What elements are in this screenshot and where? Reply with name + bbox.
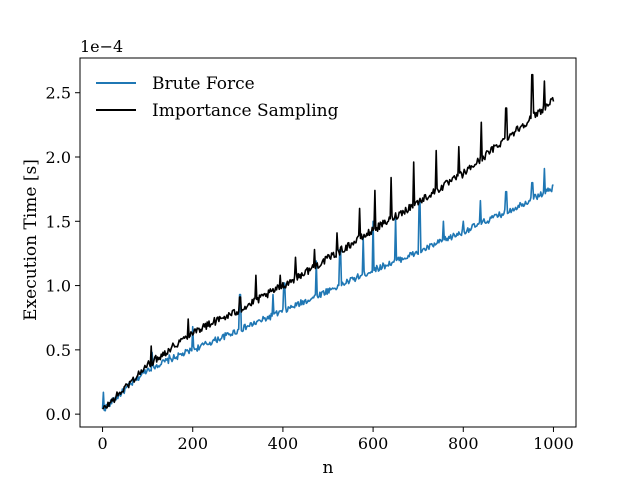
y-tick-label: 1.0 [46, 277, 71, 296]
y-offset-label: 1e−4 [80, 37, 123, 56]
plot-frame [79, 57, 577, 428]
series-line-brute-force [101, 167, 554, 412]
plot-lines [101, 73, 555, 412]
x-tick-label: 800 [448, 434, 479, 453]
legend-label: Brute Force [152, 74, 255, 94]
y-tick-label: 0.0 [46, 405, 71, 424]
x-tick-label: 400 [268, 434, 299, 453]
y-tick-label: 1.5 [46, 212, 71, 231]
y-tick-label: 2.5 [46, 84, 71, 103]
x-axis-label: n [323, 458, 334, 478]
legend: Brute Force Importance Sampling [96, 74, 339, 121]
y-tick-label: 0.5 [46, 341, 71, 360]
x-tick-label: 0 [97, 434, 107, 453]
x-tick-label: 600 [358, 434, 389, 453]
y-tick-label: 2.0 [46, 148, 71, 167]
x-tick-label: 200 [177, 434, 208, 453]
x-axis: 0 200 400 600 800 1000 [97, 427, 574, 453]
x-tick-label: 1000 [533, 434, 574, 453]
y-axis: 0.0 0.5 1.0 1.5 2.0 2.5 [46, 84, 80, 424]
legend-label: Importance Sampling [152, 101, 339, 121]
series-line-importance-sampling [102, 73, 555, 410]
y-axis-label: Execution Time [s] [21, 159, 41, 321]
